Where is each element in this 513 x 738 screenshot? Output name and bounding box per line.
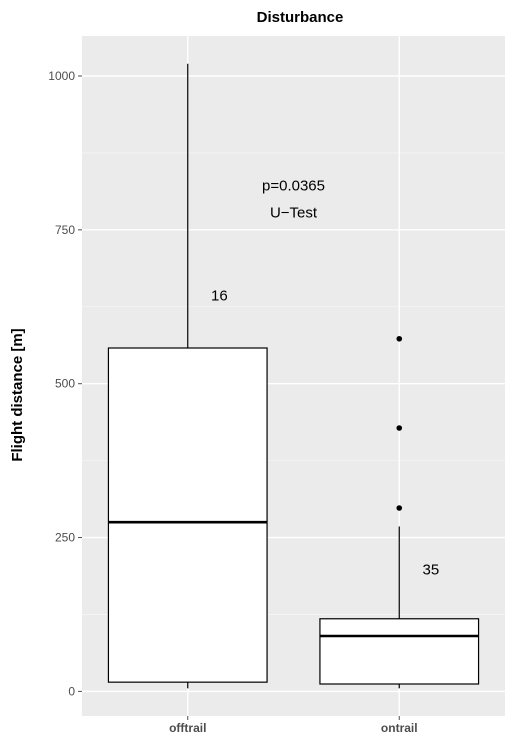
outlier-point [396, 335, 403, 342]
y-tick-label: 500 [55, 377, 75, 391]
annotation: 35 [423, 562, 440, 579]
annotation: 16 [211, 288, 228, 305]
y-tick-label: 750 [55, 223, 75, 237]
annotation: p=0.0365 [262, 178, 325, 195]
annotation: U−Test [270, 205, 318, 222]
box-offtrail [107, 63, 268, 689]
chart-title: Disturbance [257, 9, 344, 26]
y-tick-label: 1000 [48, 69, 75, 83]
outlier-point [396, 505, 403, 511]
x-tick-label: ontrail [381, 721, 418, 735]
marks [107, 63, 480, 689]
y-tick-label: 250 [55, 531, 75, 545]
box-ontrail [319, 335, 480, 689]
labels: 0 250 500 750 1000 offtrail ontrail p=0.0365 U−T… [48, 69, 439, 735]
y-tick-label: 0 [68, 684, 75, 698]
axes [78, 75, 400, 720]
box-body [319, 618, 480, 685]
box-body [107, 347, 268, 683]
y-axis-label: Flight distance [m] [9, 328, 26, 461]
outlier-point [396, 425, 403, 431]
x-tick-label: offtrail [169, 721, 206, 735]
